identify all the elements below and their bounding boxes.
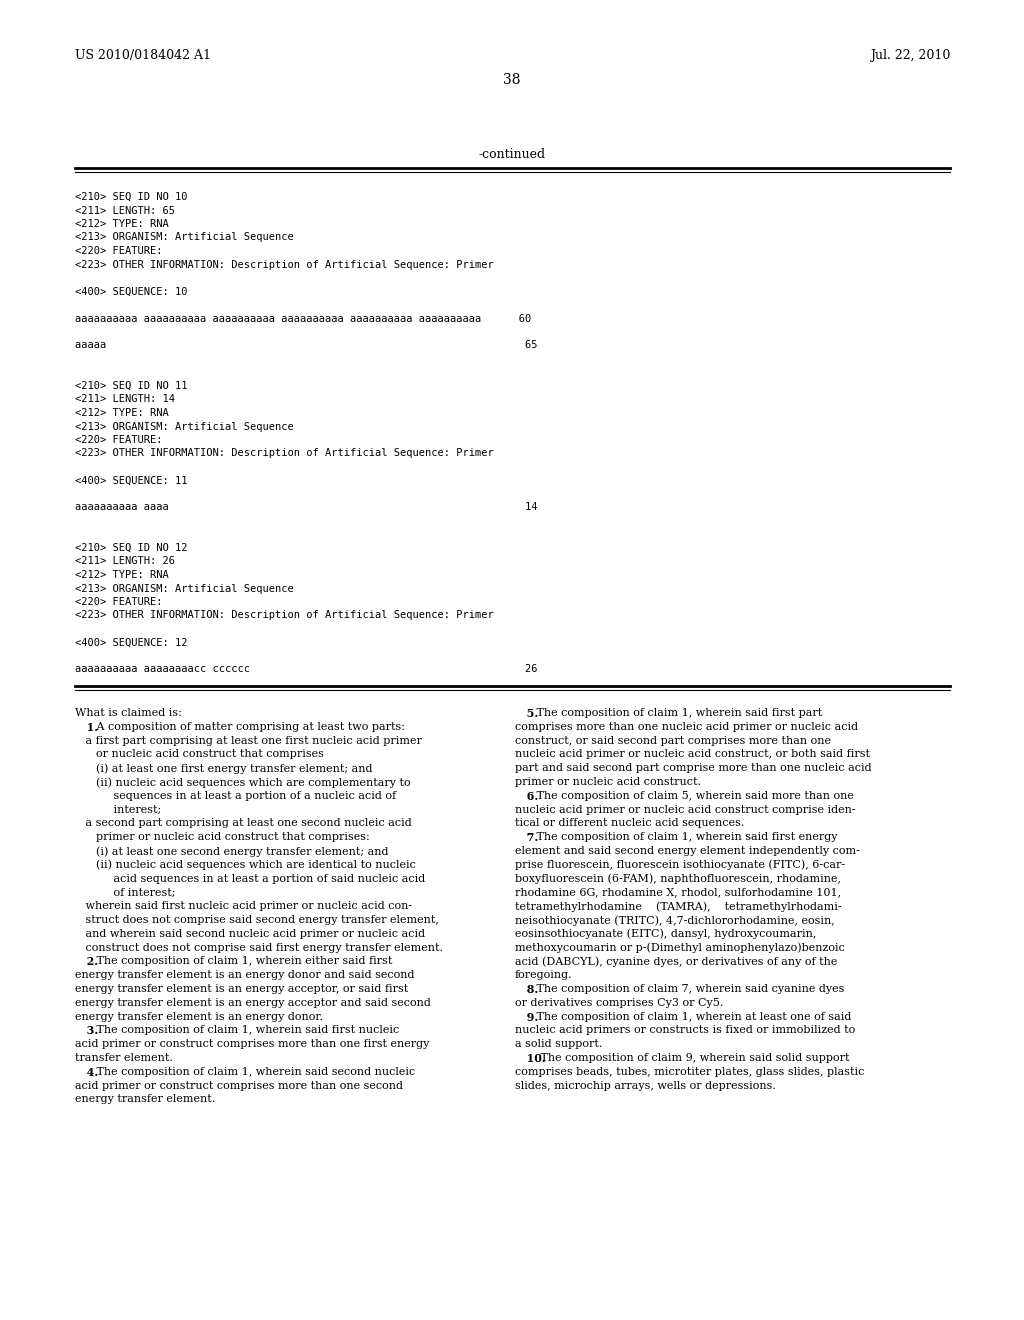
Text: energy transfer element is an energy acceptor, or said first: energy transfer element is an energy acc… [75, 983, 409, 994]
Text: slides, microchip arrays, wells or depressions.: slides, microchip arrays, wells or depre… [515, 1081, 776, 1090]
Text: (i) at least one first energy transfer element; and: (i) at least one first energy transfer e… [75, 763, 373, 774]
Text: comprises more than one nucleic acid primer or nucleic acid: comprises more than one nucleic acid pri… [515, 722, 858, 731]
Text: struct does not comprise said second energy transfer element,: struct does not comprise said second ene… [75, 915, 439, 925]
Text: <211> LENGTH: 65: <211> LENGTH: 65 [75, 206, 175, 215]
Text: or derivatives comprises Cy3 or Cy5.: or derivatives comprises Cy3 or Cy5. [515, 998, 723, 1007]
Text: 9.: 9. [515, 1011, 539, 1023]
Text: comprises beads, tubes, microtiter plates, glass slides, plastic: comprises beads, tubes, microtiter plate… [515, 1067, 864, 1077]
Text: construct does not comprise said first energy transfer element.: construct does not comprise said first e… [75, 942, 443, 953]
Text: acid sequences in at least a portion of said nucleic acid: acid sequences in at least a portion of … [75, 874, 425, 883]
Text: energy transfer element is an energy acceptor and said second: energy transfer element is an energy acc… [75, 998, 431, 1007]
Text: <400> SEQUENCE: 12: <400> SEQUENCE: 12 [75, 638, 187, 648]
Text: The composition of claim 1, wherein said first nucleic: The composition of claim 1, wherein said… [93, 1026, 399, 1035]
Text: 4.: 4. [75, 1067, 98, 1078]
Text: 3.: 3. [75, 1026, 98, 1036]
Text: <212> TYPE: RNA: <212> TYPE: RNA [75, 408, 169, 418]
Text: <211> LENGTH: 26: <211> LENGTH: 26 [75, 557, 175, 566]
Text: nucleic acid primer or nucleic acid construct, or both said first: nucleic acid primer or nucleic acid cons… [515, 750, 870, 759]
Text: transfer element.: transfer element. [75, 1053, 173, 1063]
Text: (ii) nucleic acid sequences which are identical to nucleic: (ii) nucleic acid sequences which are id… [75, 859, 416, 870]
Text: <400> SEQUENCE: 11: <400> SEQUENCE: 11 [75, 475, 187, 486]
Text: What is claimed is:: What is claimed is: [75, 708, 182, 718]
Text: and wherein said second nucleic acid primer or nucleic acid: and wherein said second nucleic acid pri… [75, 929, 425, 939]
Text: The composition of claim 7, wherein said cyanine dyes: The composition of claim 7, wherein said… [534, 983, 845, 994]
Text: or nucleic acid construct that comprises: or nucleic acid construct that comprises [75, 750, 324, 759]
Text: 38: 38 [503, 73, 521, 87]
Text: acid (DABCYL), cyanine dyes, or derivatives of any of the: acid (DABCYL), cyanine dyes, or derivati… [515, 957, 838, 968]
Text: <210> SEQ ID NO 11: <210> SEQ ID NO 11 [75, 381, 187, 391]
Text: acid primer or construct comprises more than one first energy: acid primer or construct comprises more … [75, 1039, 429, 1049]
Text: tical or different nucleic acid sequences.: tical or different nucleic acid sequence… [515, 818, 744, 829]
Text: <400> SEQUENCE: 10: <400> SEQUENCE: 10 [75, 286, 187, 297]
Text: 2.: 2. [75, 957, 98, 968]
Text: foregoing.: foregoing. [515, 970, 572, 981]
Text: 8.: 8. [515, 983, 539, 995]
Text: <223> OTHER INFORMATION: Description of Artificial Sequence: Primer: <223> OTHER INFORMATION: Description of … [75, 260, 494, 269]
Text: aaaaa                                                                   65: aaaaa 65 [75, 341, 538, 351]
Text: <213> ORGANISM: Artificial Sequence: <213> ORGANISM: Artificial Sequence [75, 583, 294, 594]
Text: eosinsothiocyanate (EITC), dansyl, hydroxycoumarin,: eosinsothiocyanate (EITC), dansyl, hydro… [515, 929, 816, 940]
Text: <220> FEATURE:: <220> FEATURE: [75, 597, 163, 607]
Text: <212> TYPE: RNA: <212> TYPE: RNA [75, 570, 169, 579]
Text: of interest;: of interest; [75, 887, 175, 898]
Text: 6.: 6. [515, 791, 539, 801]
Text: US 2010/0184042 A1: US 2010/0184042 A1 [75, 49, 211, 62]
Text: <212> TYPE: RNA: <212> TYPE: RNA [75, 219, 169, 228]
Text: <211> LENGTH: 14: <211> LENGTH: 14 [75, 395, 175, 404]
Text: 1.: 1. [75, 722, 98, 733]
Text: methoxycoumarin or p-(Dimethyl aminophenylazo)benzoic: methoxycoumarin or p-(Dimethyl aminophen… [515, 942, 845, 953]
Text: The composition of claim 1, wherein at least one of said: The composition of claim 1, wherein at l… [534, 1011, 851, 1022]
Text: <210> SEQ ID NO 10: <210> SEQ ID NO 10 [75, 191, 187, 202]
Text: <220> FEATURE:: <220> FEATURE: [75, 436, 163, 445]
Text: <210> SEQ ID NO 12: <210> SEQ ID NO 12 [75, 543, 187, 553]
Text: <213> ORGANISM: Artificial Sequence: <213> ORGANISM: Artificial Sequence [75, 232, 294, 243]
Text: rhodamine 6G, rhodamine X, rhodol, sulforhodamine 101,: rhodamine 6G, rhodamine X, rhodol, sulfo… [515, 887, 841, 898]
Text: part and said second part comprise more than one nucleic acid: part and said second part comprise more … [515, 763, 871, 774]
Text: <223> OTHER INFORMATION: Description of Artificial Sequence: Primer: <223> OTHER INFORMATION: Description of … [75, 610, 494, 620]
Text: interest;: interest; [75, 805, 161, 814]
Text: energy transfer element is an energy donor and said second: energy transfer element is an energy don… [75, 970, 415, 981]
Text: <220> FEATURE:: <220> FEATURE: [75, 246, 163, 256]
Text: aaaaaaaaaa aaaaaaaacc cccccc                                            26: aaaaaaaaaa aaaaaaaacc cccccc 26 [75, 664, 538, 675]
Text: (ii) nucleic acid sequences which are complementary to: (ii) nucleic acid sequences which are co… [75, 777, 411, 788]
Text: 5.: 5. [515, 708, 539, 719]
Text: The composition of claim 9, wherein said solid support: The composition of claim 9, wherein said… [537, 1053, 849, 1063]
Text: nucleic acid primer or nucleic acid construct comprise iden-: nucleic acid primer or nucleic acid cons… [515, 805, 856, 814]
Text: 7.: 7. [515, 832, 539, 843]
Text: Jul. 22, 2010: Jul. 22, 2010 [869, 49, 950, 62]
Text: a second part comprising at least one second nucleic acid: a second part comprising at least one se… [75, 818, 412, 829]
Text: neisothiocyanate (TRITC), 4,7-dichlororhodamine, eosin,: neisothiocyanate (TRITC), 4,7-dichlororh… [515, 915, 835, 925]
Text: The composition of claim 5, wherein said more than one: The composition of claim 5, wherein said… [534, 791, 854, 801]
Text: A composition of matter comprising at least two parts:: A composition of matter comprising at le… [93, 722, 406, 731]
Text: prise fluorescein, fluorescein isothiocyanate (FITC), 6-car-: prise fluorescein, fluorescein isothiocy… [515, 859, 845, 870]
Text: energy transfer element is an energy donor.: energy transfer element is an energy don… [75, 1011, 323, 1022]
Text: element and said second energy element independently com-: element and said second energy element i… [515, 846, 860, 855]
Text: <223> OTHER INFORMATION: Description of Artificial Sequence: Primer: <223> OTHER INFORMATION: Description of … [75, 449, 494, 458]
Text: (i) at least one second energy transfer element; and: (i) at least one second energy transfer … [75, 846, 388, 857]
Text: aaaaaaaaaa aaaaaaaaaa aaaaaaaaaa aaaaaaaaaa aaaaaaaaaa aaaaaaaaaa      60: aaaaaaaaaa aaaaaaaaaa aaaaaaaaaa aaaaaaa… [75, 314, 531, 323]
Text: aaaaaaaaaa aaaa                                                         14: aaaaaaaaaa aaaa 14 [75, 503, 538, 512]
Text: acid primer or construct comprises more than one second: acid primer or construct comprises more … [75, 1081, 403, 1090]
Text: a first part comprising at least one first nucleic acid primer: a first part comprising at least one fir… [75, 735, 422, 746]
Text: The composition of claim 1, wherein said first part: The composition of claim 1, wherein said… [534, 708, 822, 718]
Text: a solid support.: a solid support. [515, 1039, 602, 1049]
Text: wherein said first nucleic acid primer or nucleic acid con-: wherein said first nucleic acid primer o… [75, 902, 412, 911]
Text: energy transfer element.: energy transfer element. [75, 1094, 215, 1105]
Text: nucleic acid primers or constructs is fixed or immobilized to: nucleic acid primers or constructs is fi… [515, 1026, 855, 1035]
Text: primer or nucleic acid construct.: primer or nucleic acid construct. [515, 777, 701, 787]
Text: -continued: -continued [478, 149, 546, 161]
Text: The composition of claim 1, wherein either said first: The composition of claim 1, wherein eith… [93, 957, 392, 966]
Text: 10.: 10. [515, 1053, 546, 1064]
Text: The composition of claim 1, wherein said second nucleic: The composition of claim 1, wherein said… [93, 1067, 416, 1077]
Text: sequences in at least a portion of a nucleic acid of: sequences in at least a portion of a nuc… [75, 791, 396, 801]
Text: primer or nucleic acid construct that comprises:: primer or nucleic acid construct that co… [75, 832, 370, 842]
Text: The composition of claim 1, wherein said first energy: The composition of claim 1, wherein said… [534, 832, 838, 842]
Text: tetramethylrhodamine    (TAMRA),    tetramethylrhodami-: tetramethylrhodamine (TAMRA), tetramethy… [515, 902, 842, 912]
Text: construct, or said second part comprises more than one: construct, or said second part comprises… [515, 735, 831, 746]
Text: <213> ORGANISM: Artificial Sequence: <213> ORGANISM: Artificial Sequence [75, 421, 294, 432]
Text: boxyfluorescein (6-FAM), naphthofluorescein, rhodamine,: boxyfluorescein (6-FAM), naphthofluoresc… [515, 874, 841, 884]
